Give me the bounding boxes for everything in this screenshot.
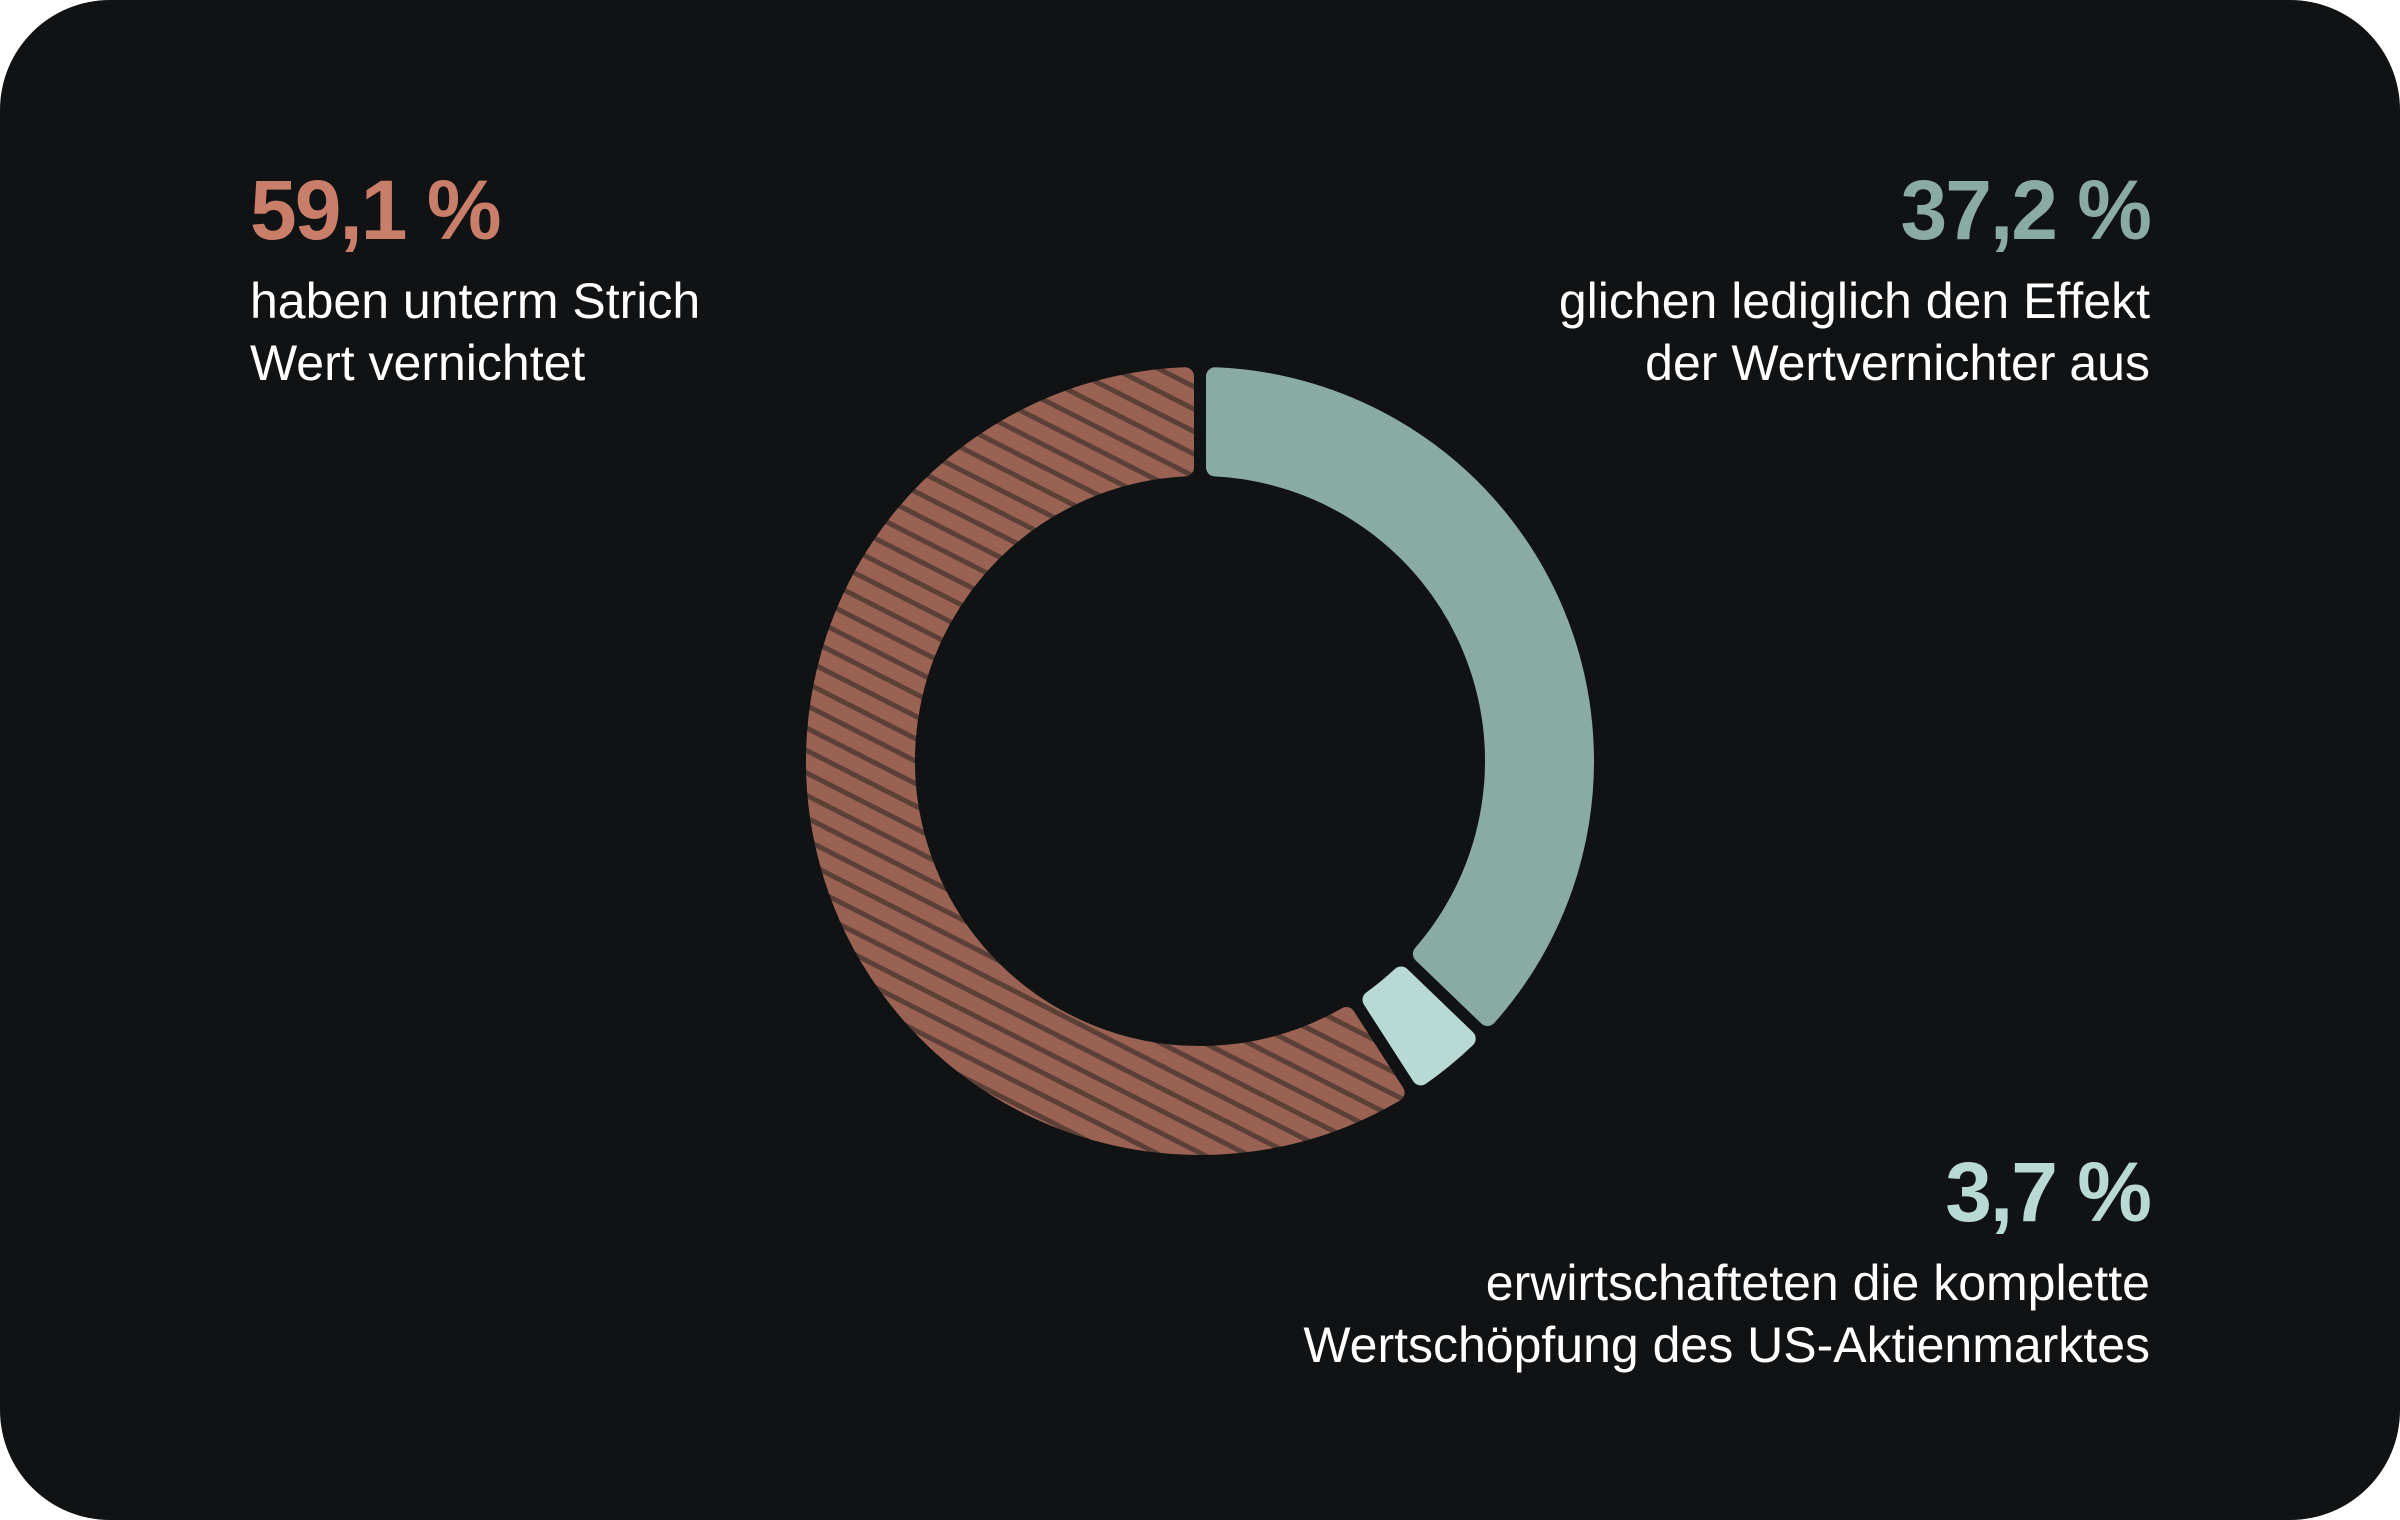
percent-value: 59,1 %: [250, 163, 502, 257]
description-line: haben unterm Strich: [250, 273, 701, 329]
label-value-destroyers: 59,1 % haben unterm Strich Wert vernicht…: [250, 168, 700, 394]
label-offsetters: 37,2 % glichen lediglich den Effekt der …: [1558, 163, 2152, 394]
donut-slice-372: [1205, 367, 1594, 1027]
percent-value: 3,7 %: [1945, 1145, 2152, 1239]
description-line: glichen lediglich den Effekt: [1558, 273, 2150, 329]
label-value-creators: 3,7 % erwirtschafteten die komplette Wer…: [1303, 1145, 2152, 1376]
donut-slice-591: [806, 367, 1405, 1155]
percent-value: 37,2 %: [1900, 163, 2152, 257]
description-line: Wert vernichtet: [250, 335, 586, 391]
donut-slice-37: [1362, 966, 1476, 1086]
description-line: der Wertvernichter aus: [1645, 335, 2150, 391]
description-line: erwirtschafteten die komplette: [1485, 1255, 2150, 1311]
description-line: Wertschöpfung des US-Aktienmarktes: [1303, 1317, 2150, 1373]
